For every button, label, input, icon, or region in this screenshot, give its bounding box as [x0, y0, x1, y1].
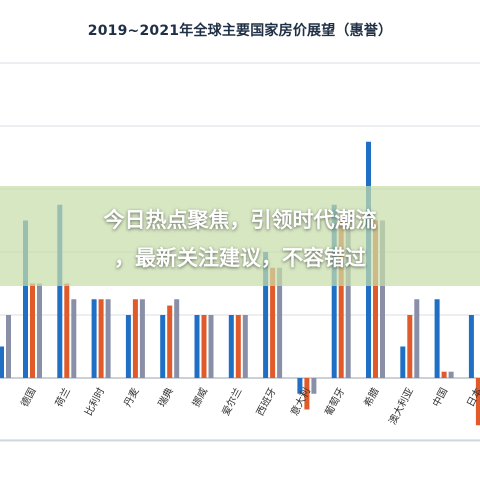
category-labels: 德国 荷兰 比利时 丹麦 瑞典 挪威 爱尔兰 西班牙 意大利 葡萄牙 希腊 澳大利亚 中国 日本: [18, 385, 480, 426]
bar-1-0: [23, 220, 28, 378]
chart-title: 2019~2021年全球主要国家房价展望（惠誉）: [87, 23, 393, 39]
bar-3-0: [37, 283, 42, 378]
bar-1-2: [91, 299, 97, 378]
bar-1-8: [297, 378, 303, 394]
bar-1-9: [331, 204, 337, 378]
bar-2-12: [441, 371, 447, 378]
bar-3-11: [414, 299, 420, 378]
bars: [0, 141, 480, 426]
bar-2-11: [407, 315, 413, 378]
bar-3-4: [174, 299, 180, 378]
bar-3-8: [311, 378, 317, 394]
bar-1-6: [228, 315, 234, 378]
bar-1-13: [468, 315, 474, 378]
bar-3-1: [71, 299, 77, 378]
bar-2-6: [235, 315, 241, 378]
bar-3-10: [380, 220, 385, 378]
bar-2-9: [338, 220, 344, 378]
bar-1-3: [125, 315, 131, 378]
bar-3-3: [139, 299, 145, 378]
bar-partial-left-1: [0, 346, 4, 378]
category-label: 丹麦: [122, 386, 142, 409]
category-label: 比利时: [83, 386, 108, 418]
category-label: 中国: [429, 385, 450, 409]
bar-1-11: [400, 346, 406, 378]
bar-3-6: [242, 315, 248, 378]
bar-1-12: [434, 299, 440, 378]
bar-partial-left-2: [6, 315, 11, 378]
bar-3-2: [105, 299, 111, 378]
category-label: 希腊: [361, 385, 382, 409]
bar-2-13: [475, 378, 480, 426]
bar-3-5: [208, 315, 214, 378]
promo-overlay-band: [0, 186, 480, 286]
bar-1-7: [263, 252, 269, 378]
category-label: 荷兰: [52, 385, 73, 409]
category-label: 德国: [18, 385, 39, 409]
bar-2-5: [201, 315, 207, 378]
overlay-headline: 今日热点聚焦，引领时代潮流: [103, 208, 377, 232]
category-label: 爱尔兰: [219, 385, 245, 418]
bar-2-8: [304, 378, 310, 410]
bar-2-0: [30, 283, 35, 378]
bar-2-4: [167, 305, 173, 378]
category-label: 挪威: [189, 385, 210, 409]
category-label: 葡萄牙: [322, 385, 348, 418]
overlay-subline: ，最新关注建议，不容错过: [114, 246, 366, 270]
bar-2-2: [98, 299, 104, 378]
bar-1-5: [194, 315, 200, 378]
bar-3-9: [345, 226, 351, 378]
bar-1-4: [160, 315, 166, 378]
bar-1-1: [57, 204, 63, 378]
bar-2-1: [64, 283, 70, 378]
category-label: 西班牙: [254, 386, 279, 418]
category-label: 瑞典: [155, 385, 176, 409]
bar-2-10: [373, 220, 378, 378]
bar-3-7: [277, 267, 283, 378]
bar-2-3: [132, 299, 138, 378]
bar-3-12: [448, 371, 454, 378]
category-label: 澳大利亚: [386, 385, 416, 426]
bar-2-7: [270, 267, 276, 378]
